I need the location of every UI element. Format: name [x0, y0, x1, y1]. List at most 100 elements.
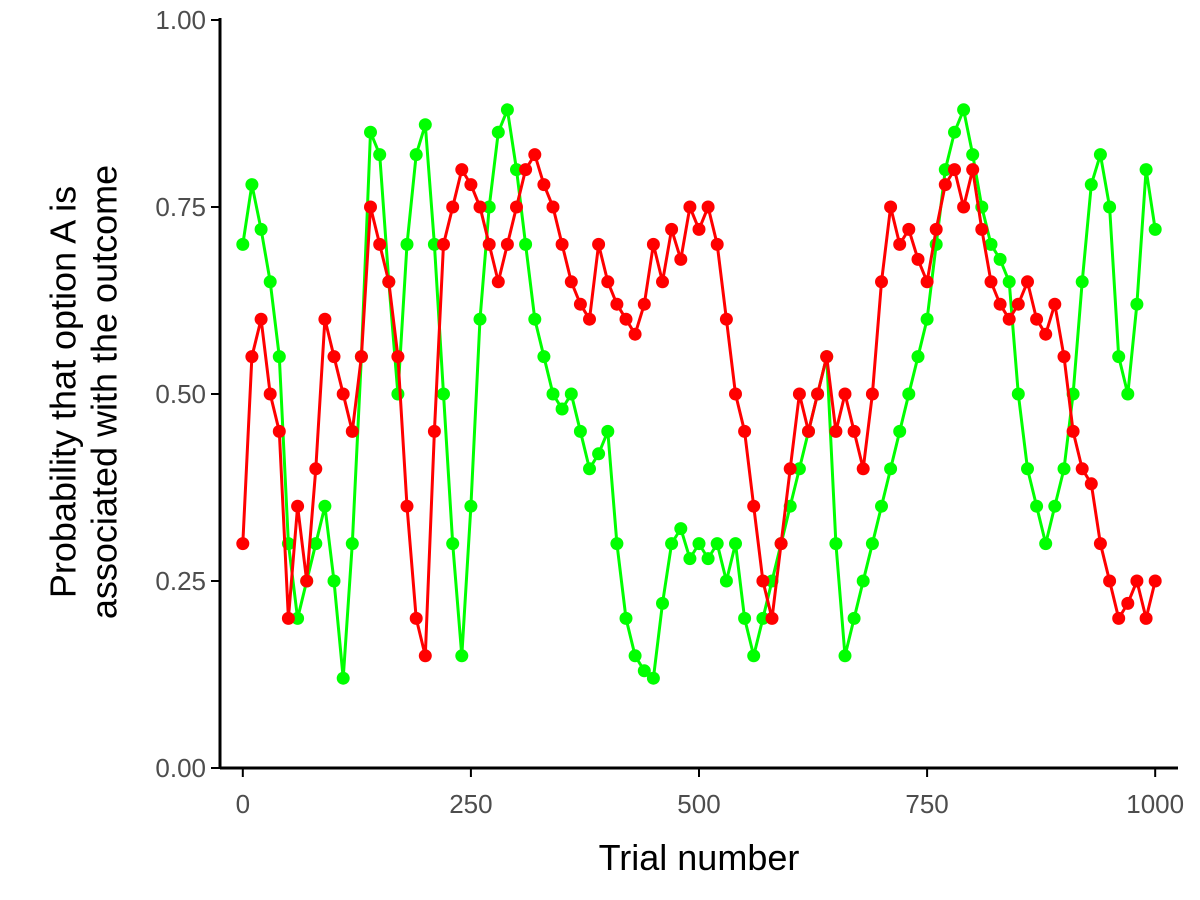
series-1-point — [400, 237, 414, 251]
series-2-point — [528, 148, 542, 162]
series-2-point — [929, 222, 943, 236]
series-2-point — [665, 222, 679, 236]
series-1-point — [719, 574, 733, 588]
series-1-point — [1048, 499, 1062, 513]
series-2-point — [318, 312, 332, 326]
series-1-point — [1139, 163, 1153, 177]
series-1-point — [610, 537, 624, 551]
series-1-point — [601, 424, 615, 438]
series-1-point — [1057, 462, 1071, 476]
series-2-point — [683, 200, 697, 214]
series-1-point — [865, 537, 879, 551]
series-1-point — [683, 552, 697, 566]
series-1-point — [373, 148, 387, 162]
series-2-point — [263, 387, 277, 401]
series-2-point — [491, 275, 505, 289]
series-2-point — [1048, 297, 1062, 311]
series-1-point — [236, 237, 250, 251]
series-2-point — [783, 462, 797, 476]
series-2-point — [537, 178, 551, 192]
series-2-point — [309, 462, 323, 476]
series-2-point — [920, 275, 934, 289]
series-2-point — [446, 200, 460, 214]
series-2-point — [382, 275, 396, 289]
series-2-point — [354, 350, 368, 364]
series-1-point — [656, 596, 669, 610]
series-2-point — [948, 163, 961, 177]
series-1-point — [336, 671, 350, 685]
series-1-point — [309, 537, 323, 551]
series-1-point — [1103, 200, 1117, 214]
series-2-point — [984, 275, 998, 289]
x-tick-label: 0 — [236, 789, 250, 819]
series-1-point — [1093, 148, 1107, 162]
series-1-point — [893, 424, 907, 438]
series-2-point — [327, 350, 341, 364]
series-2-point — [245, 350, 259, 364]
series-1-point — [537, 350, 551, 364]
series-2-point — [1130, 574, 1144, 588]
series-1-point — [984, 237, 998, 251]
series-2-point — [272, 424, 286, 438]
series-1-point — [756, 611, 770, 625]
series-2-point — [865, 387, 879, 401]
series-1-point — [391, 387, 405, 401]
series-1-point — [957, 103, 971, 117]
series-2-point — [710, 237, 724, 251]
series-2-point — [573, 297, 587, 311]
series-1-point — [345, 537, 359, 551]
series-2-point — [291, 499, 305, 513]
series-1-point — [856, 574, 870, 588]
series-2-point — [966, 163, 980, 177]
series-1 — [236, 103, 1162, 685]
series-2-point — [1103, 574, 1117, 588]
series-2-point — [838, 387, 852, 401]
series-2-point — [1084, 477, 1098, 491]
series-2-point — [856, 462, 870, 476]
series-1-point — [1039, 537, 1053, 551]
series-1-point — [674, 522, 688, 536]
series-2-point — [628, 327, 642, 341]
series-2-point — [1021, 275, 1034, 289]
series-2-point — [1030, 312, 1044, 326]
series-2-point — [254, 312, 268, 326]
series-1-point — [966, 148, 980, 162]
series-1-point — [1121, 387, 1135, 401]
series-1-point — [500, 103, 514, 117]
series-1-point — [555, 402, 569, 416]
series-1-point — [464, 499, 478, 513]
series-2-point — [373, 237, 387, 251]
series-2-point — [975, 222, 989, 236]
series-2-point — [792, 387, 806, 401]
series-2-point — [601, 275, 615, 289]
series-1-point — [1130, 297, 1144, 311]
series-1-point — [792, 462, 806, 476]
series-2-point — [409, 611, 423, 625]
series-1-point — [263, 275, 277, 289]
series-2-point — [300, 574, 314, 588]
series-1-point — [510, 163, 523, 177]
series-2-point — [747, 499, 761, 513]
series-2-point — [637, 297, 651, 311]
series-1-point — [327, 574, 341, 588]
series-1-point — [847, 611, 861, 625]
series-2-point — [875, 275, 888, 289]
series-1-point — [628, 649, 642, 663]
series-1-point — [646, 671, 660, 685]
x-tick-label: 750 — [905, 789, 948, 819]
series-1-point — [564, 387, 578, 401]
series-2-point — [500, 237, 514, 251]
series-1-point — [272, 350, 286, 364]
series-2-point — [993, 297, 1007, 311]
series-1-point — [1075, 275, 1089, 289]
series-1-point — [911, 350, 925, 364]
series-1-point — [1112, 350, 1126, 364]
series-2-point — [847, 424, 861, 438]
series-1-point — [291, 611, 305, 625]
series-2-point — [738, 424, 752, 438]
series-layer — [236, 103, 1162, 685]
series-2-point — [610, 297, 624, 311]
series-1-point — [738, 611, 752, 625]
series-1-point — [592, 447, 606, 461]
